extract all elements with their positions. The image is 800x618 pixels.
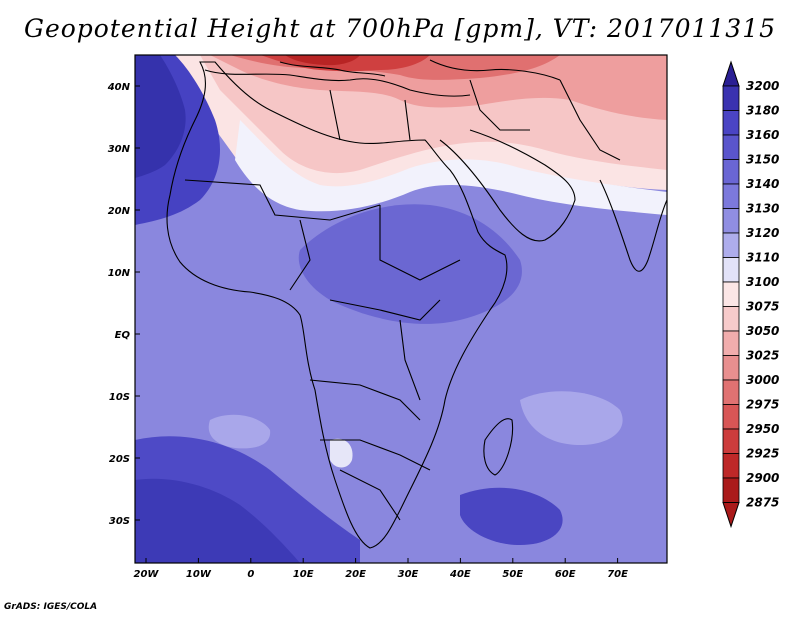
latitude-ticks: 40N 30N 20N 10N EQ 10S 20S 30S xyxy=(107,82,140,527)
legend-swatch xyxy=(722,330,740,356)
legend-swatch xyxy=(722,453,740,479)
map-title: Geopotential Height at 700hPa [gpm], VT:… xyxy=(23,14,777,43)
legend-swatch xyxy=(722,306,740,332)
lon-tick-label: 20W xyxy=(134,569,160,580)
legend-swatch xyxy=(722,183,740,209)
lon-tick-label: 40E xyxy=(449,569,471,580)
legend-swatch xyxy=(722,477,740,503)
lon-tick-label: 70E xyxy=(607,569,628,580)
legend-label: 3110 xyxy=(746,251,779,265)
legend-label: 3050 xyxy=(746,324,779,338)
legend-label: 3130 xyxy=(746,202,779,216)
legend-swatch xyxy=(722,355,740,381)
legend-label: 3100 xyxy=(746,275,779,289)
legend-swatch xyxy=(722,110,740,136)
legend-swatch xyxy=(722,404,740,430)
lon-tick-label: 30E xyxy=(398,569,419,580)
legend-label: 3075 xyxy=(746,300,779,314)
legend-label: 2900 xyxy=(746,471,779,485)
legend-label: 3025 xyxy=(746,349,779,363)
legend-swatch xyxy=(722,281,740,307)
lon-tick-label: 10E xyxy=(293,569,314,580)
legend-colorbar: 3200 3180 3160 3150 3140 3130 3120 3110 3100 3075… xyxy=(722,60,779,529)
legend-swatch xyxy=(722,232,740,258)
lat-tick-label: EQ xyxy=(115,330,131,341)
credit-text: GrADS: IGES/COLA xyxy=(4,602,98,612)
legend-swatch xyxy=(722,85,740,111)
coastlines xyxy=(166,59,667,549)
legend-label: 3200 xyxy=(746,79,779,93)
legend-label: 3140 xyxy=(746,177,779,191)
legend-label: 3180 xyxy=(746,104,779,118)
map-frame xyxy=(134,54,668,564)
legend-label: 3150 xyxy=(746,153,779,167)
lat-tick-label: 40N xyxy=(107,82,131,93)
lon-tick-label: 10W xyxy=(186,569,212,580)
lon-tick-label: 20E xyxy=(345,569,366,580)
legend-label: 2925 xyxy=(746,447,779,461)
legend-swatch xyxy=(722,257,740,283)
lat-tick-label: 30N xyxy=(108,144,131,155)
legend-label: 3000 xyxy=(746,373,779,387)
lat-tick-label: 20N xyxy=(108,206,131,217)
legend-top-arrow xyxy=(722,60,740,87)
legend-label: 2950 xyxy=(746,422,779,436)
lon-tick-label: 60E xyxy=(555,569,576,580)
legend-bottom-arrow xyxy=(722,502,740,529)
lon-tick-label: 50E xyxy=(502,569,523,580)
lon-tick-label: 0 xyxy=(247,569,254,580)
lat-tick-label: 30S xyxy=(109,516,130,527)
longitude-ticks: 20W 10W 0 10E 20E 30E 40E 50E 60E 70E xyxy=(134,558,628,580)
lat-tick-label: 20S xyxy=(109,454,130,465)
legend-label: 3120 xyxy=(746,226,779,240)
legend-swatch xyxy=(722,208,740,234)
legend-swatch xyxy=(722,134,740,160)
legend-swatch xyxy=(722,159,740,185)
legend-swatch xyxy=(722,428,740,454)
legend-label: 2875 xyxy=(746,496,779,510)
legend-swatch xyxy=(722,379,740,405)
legend-label: 3160 xyxy=(746,128,779,142)
lat-tick-label: 10N xyxy=(108,268,131,279)
legend-label: 2975 xyxy=(746,398,779,412)
height-field xyxy=(135,55,667,563)
lat-tick-label: 10S xyxy=(109,392,130,403)
